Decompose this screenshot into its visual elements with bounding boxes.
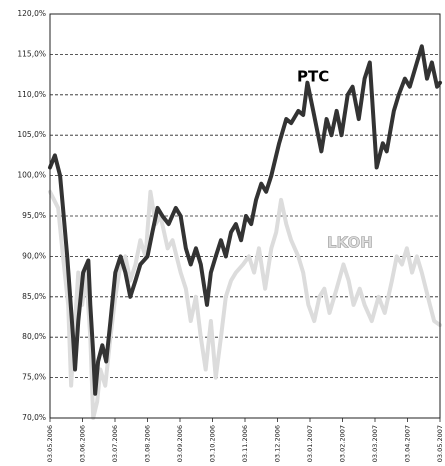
- line-layer: [48, 44, 442, 420]
- plot-frame: [49, 13, 441, 419]
- y-tick-label: 80,0%: [22, 332, 46, 341]
- y-tick-label: 115,0%: [17, 49, 46, 58]
- y-tick-label: 85,0%: [22, 292, 46, 301]
- x-tick-label: 03.09.2006: [176, 425, 184, 462]
- y-tick-label: 95,0%: [22, 211, 46, 220]
- x-tick-label: 03.08.2006: [144, 425, 152, 462]
- y-tick-label: 70,0%: [22, 413, 46, 422]
- x-tick-label: 03.10.2006: [209, 425, 217, 462]
- y-tick-label: 105,0%: [17, 130, 46, 139]
- x-tick-label: 03.04.2007: [404, 425, 412, 462]
- x-tick-label: 03.05.2006: [46, 425, 54, 462]
- y-tick-label: 75,0%: [22, 373, 46, 382]
- x-tick-label: 03.12.2006: [274, 425, 282, 462]
- x-tick-label: 03.03.2007: [371, 425, 379, 462]
- y-tick-label: 100,0%: [17, 171, 46, 180]
- y-tick-label: 120,0%: [17, 9, 46, 18]
- series-label: PTC: [297, 68, 329, 86]
- series-line: [48, 44, 442, 396]
- y-tick-label: 110,0%: [17, 90, 46, 99]
- series-label: LKOH: [327, 234, 373, 252]
- label-layer: 70,0% 75,0% 80,0% 85,0% 90,0% 95,0% 100,0% 105,…: [17, 9, 444, 462]
- x-tick-label: 03.06.2006: [79, 425, 87, 462]
- series-line: [48, 189, 442, 420]
- x-tick-label: 03.02.2007: [339, 425, 347, 462]
- x-tick-label: 03.05.2007: [436, 425, 444, 462]
- y-tick-label: 90,0%: [22, 251, 46, 260]
- x-tick-label: 03.01.2007: [306, 425, 314, 462]
- x-tick-label: 03.11.2006: [241, 425, 249, 462]
- x-tick-label: 03.07.2006: [111, 425, 119, 462]
